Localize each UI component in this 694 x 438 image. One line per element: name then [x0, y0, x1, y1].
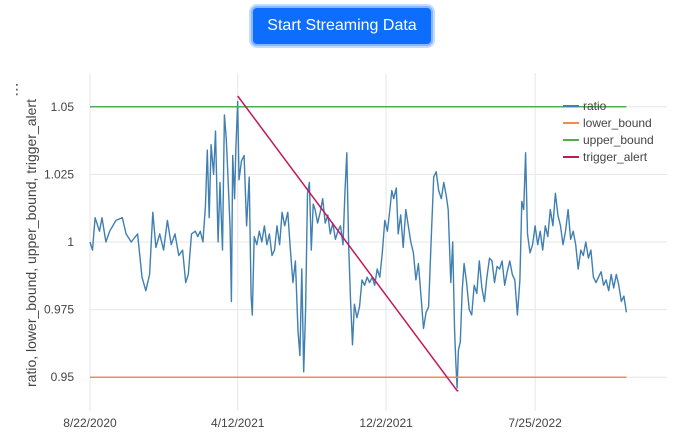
x-tick-label: 7/25/2022 [508, 416, 562, 430]
y-tick-label: 0.975 [44, 303, 74, 317]
y-axis-ticks: 0.95 0.975 1 1.025 1.05 [44, 100, 74, 384]
legend-label: ratio [583, 99, 607, 113]
y-tick-label: 0.95 [51, 370, 75, 384]
y-tick-label: 1.025 [44, 167, 74, 181]
legend-label: lower_bound [583, 116, 652, 130]
series-line-ratio [89, 100, 628, 389]
chart-legend: ratio lower_bound upper_bound trigger_alert [563, 99, 654, 164]
y-tick-label: 1.05 [51, 100, 75, 114]
x-tick-label: 12/2/2021 [359, 416, 413, 430]
y-axis-label: ratio, lower_bound, upper_bound, trigger… [23, 99, 39, 387]
x-axis-ticks: 8/22/2020 4/12/2021 12/2/2021 7/25/2022 [63, 416, 562, 430]
y-tick-label: 1 [67, 235, 74, 249]
x-tick-label: 4/12/2021 [211, 416, 265, 430]
x-tick-label: 8/22/2020 [63, 416, 117, 430]
start-streaming-button[interactable]: Start Streaming Data [251, 6, 433, 46]
legend-label: upper_bound [583, 133, 654, 147]
vertical-ellipsis-icon[interactable]: ⋮ [10, 82, 24, 98]
series-line-trigger_alert [237, 95, 459, 392]
chart-series [89, 95, 628, 392]
legend-label: trigger_alert [583, 150, 648, 164]
